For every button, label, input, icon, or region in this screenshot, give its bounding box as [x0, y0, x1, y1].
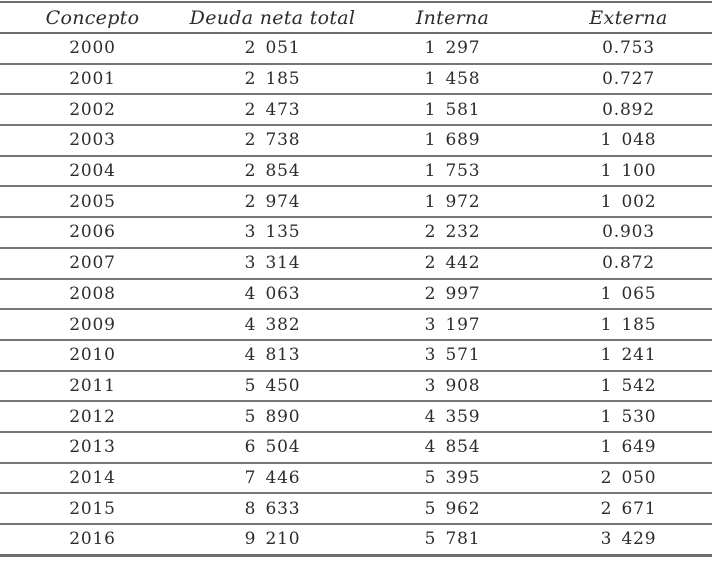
cell-externa: 1 542 [545, 370, 712, 403]
cell-externa: 3 429 [545, 524, 712, 557]
cell-concepto: 2011 [0, 370, 185, 403]
cell-deuda-neta-total: 4 813 [185, 339, 360, 372]
table-row: 2002 2 473 1 581 0.892 [0, 94, 712, 127]
cell-interna: 1 458 [360, 63, 545, 96]
cell-interna: 5 962 [360, 493, 545, 525]
col-header-externa: Externa [545, 2, 712, 34]
cell-concepto: 2012 [0, 401, 185, 433]
cell-concepto: 2007 [0, 247, 185, 280]
cell-externa: 0.892 [545, 94, 712, 127]
cell-externa: 1 048 [545, 125, 712, 157]
cell-concepto: 2009 [0, 309, 185, 341]
col-header-deuda-neta-total: Deuda neta total [185, 2, 360, 34]
cell-interna: 1 689 [360, 125, 545, 157]
cell-interna: 3 571 [360, 339, 545, 372]
cell-externa: 1 185 [545, 309, 712, 341]
cell-concepto: 2001 [0, 63, 185, 96]
cell-concepto: 2006 [0, 217, 185, 249]
cell-interna: 1 297 [360, 33, 545, 65]
cell-deuda-neta-total: 7 446 [185, 462, 360, 495]
table-row: 2015 8 633 5 962 2 671 [0, 493, 712, 525]
table-row: 2000 2 051 1 297 0.753 [0, 33, 712, 65]
cell-interna: 3 197 [360, 309, 545, 341]
table-row: 2016 9 210 5 781 3 429 [0, 524, 712, 557]
cell-concepto: 2000 [0, 33, 185, 65]
cell-concepto: 2014 [0, 462, 185, 495]
cell-deuda-neta-total: 8 633 [185, 493, 360, 525]
cell-externa: 2 671 [545, 493, 712, 525]
cell-interna: 2 232 [360, 217, 545, 249]
table-row: 2005 2 974 1 972 1 002 [0, 186, 712, 219]
cell-concepto: 2004 [0, 155, 185, 188]
cell-interna: 5 781 [360, 524, 545, 557]
cell-concepto: 2010 [0, 339, 185, 372]
table-row: 2012 5 890 4 359 1 530 [0, 401, 712, 433]
cell-deuda-neta-total: 3 314 [185, 247, 360, 280]
cell-externa: 1 241 [545, 339, 712, 372]
cell-concepto: 2005 [0, 186, 185, 219]
cell-externa: 1 100 [545, 155, 712, 188]
cell-concepto: 2003 [0, 125, 185, 157]
table-row: 2007 3 314 2 442 0.872 [0, 247, 712, 280]
cell-deuda-neta-total: 6 504 [185, 431, 360, 464]
cell-interna: 4 854 [360, 431, 545, 464]
table-row: 2006 3 135 2 232 0.903 [0, 217, 712, 249]
cell-externa: 2 050 [545, 462, 712, 495]
table-row: 2004 2 854 1 753 1 100 [0, 155, 712, 188]
cell-deuda-neta-total: 2 738 [185, 125, 360, 157]
cell-deuda-neta-total: 9 210 [185, 524, 360, 557]
cell-externa: 1 530 [545, 401, 712, 433]
table-row: 2001 2 185 1 458 0.727 [0, 63, 712, 96]
cell-deuda-neta-total: 2 974 [185, 186, 360, 219]
table-row: 2009 4 382 3 197 1 185 [0, 309, 712, 341]
cell-externa: 1 065 [545, 278, 712, 311]
cell-externa: 0.872 [545, 247, 712, 280]
table-row: 2011 5 450 3 908 1 542 [0, 370, 712, 403]
header-row: Concepto Deuda neta total Interna Extern… [0, 2, 712, 34]
cell-deuda-neta-total: 5 890 [185, 401, 360, 433]
cell-externa: 0.727 [545, 63, 712, 96]
cell-externa: 0.753 [545, 33, 712, 65]
table-row: 2014 7 446 5 395 2 050 [0, 462, 712, 495]
cell-interna: 5 395 [360, 462, 545, 495]
cell-externa: 1 002 [545, 186, 712, 219]
table-row: 2013 6 504 4 854 1 649 [0, 431, 712, 464]
col-header-interna: Interna [360, 2, 545, 34]
cell-deuda-neta-total: 3 135 [185, 217, 360, 249]
cell-concepto: 2013 [0, 431, 185, 464]
cell-deuda-neta-total: 2 051 [185, 33, 360, 65]
table-row: 2010 4 813 3 571 1 241 [0, 339, 712, 372]
col-header-concepto: Concepto [0, 2, 185, 34]
cell-concepto: 2015 [0, 493, 185, 525]
cell-deuda-neta-total: 4 063 [185, 278, 360, 311]
table-body: 2000 2 051 1 297 0.753 2001 2 185 1 458 0.727 20… [0, 33, 712, 557]
cell-deuda-neta-total: 5 450 [185, 370, 360, 403]
table-header: Concepto Deuda neta total Interna Extern… [0, 2, 712, 34]
cell-externa: 0.903 [545, 217, 712, 249]
table-row: 2003 2 738 1 689 1 048 [0, 125, 712, 157]
cell-interna: 1 753 [360, 155, 545, 188]
cell-deuda-neta-total: 4 382 [185, 309, 360, 341]
net-debt-table: Concepto Deuda neta total Interna Extern… [0, 1, 712, 557]
cell-deuda-neta-total: 2 185 [185, 63, 360, 96]
cell-interna: 3 908 [360, 370, 545, 403]
cell-deuda-neta-total: 2 473 [185, 94, 360, 127]
cell-externa: 1 649 [545, 431, 712, 464]
cell-interna: 1 972 [360, 186, 545, 219]
cell-concepto: 2002 [0, 94, 185, 127]
cell-deuda-neta-total: 2 854 [185, 155, 360, 188]
cell-interna: 1 581 [360, 94, 545, 127]
cell-interna: 4 359 [360, 401, 545, 433]
cell-concepto: 2016 [0, 524, 185, 557]
table-row: 2008 4 063 2 997 1 065 [0, 278, 712, 311]
cell-concepto: 2008 [0, 278, 185, 311]
cell-interna: 2 442 [360, 247, 545, 280]
cell-interna: 2 997 [360, 278, 545, 311]
